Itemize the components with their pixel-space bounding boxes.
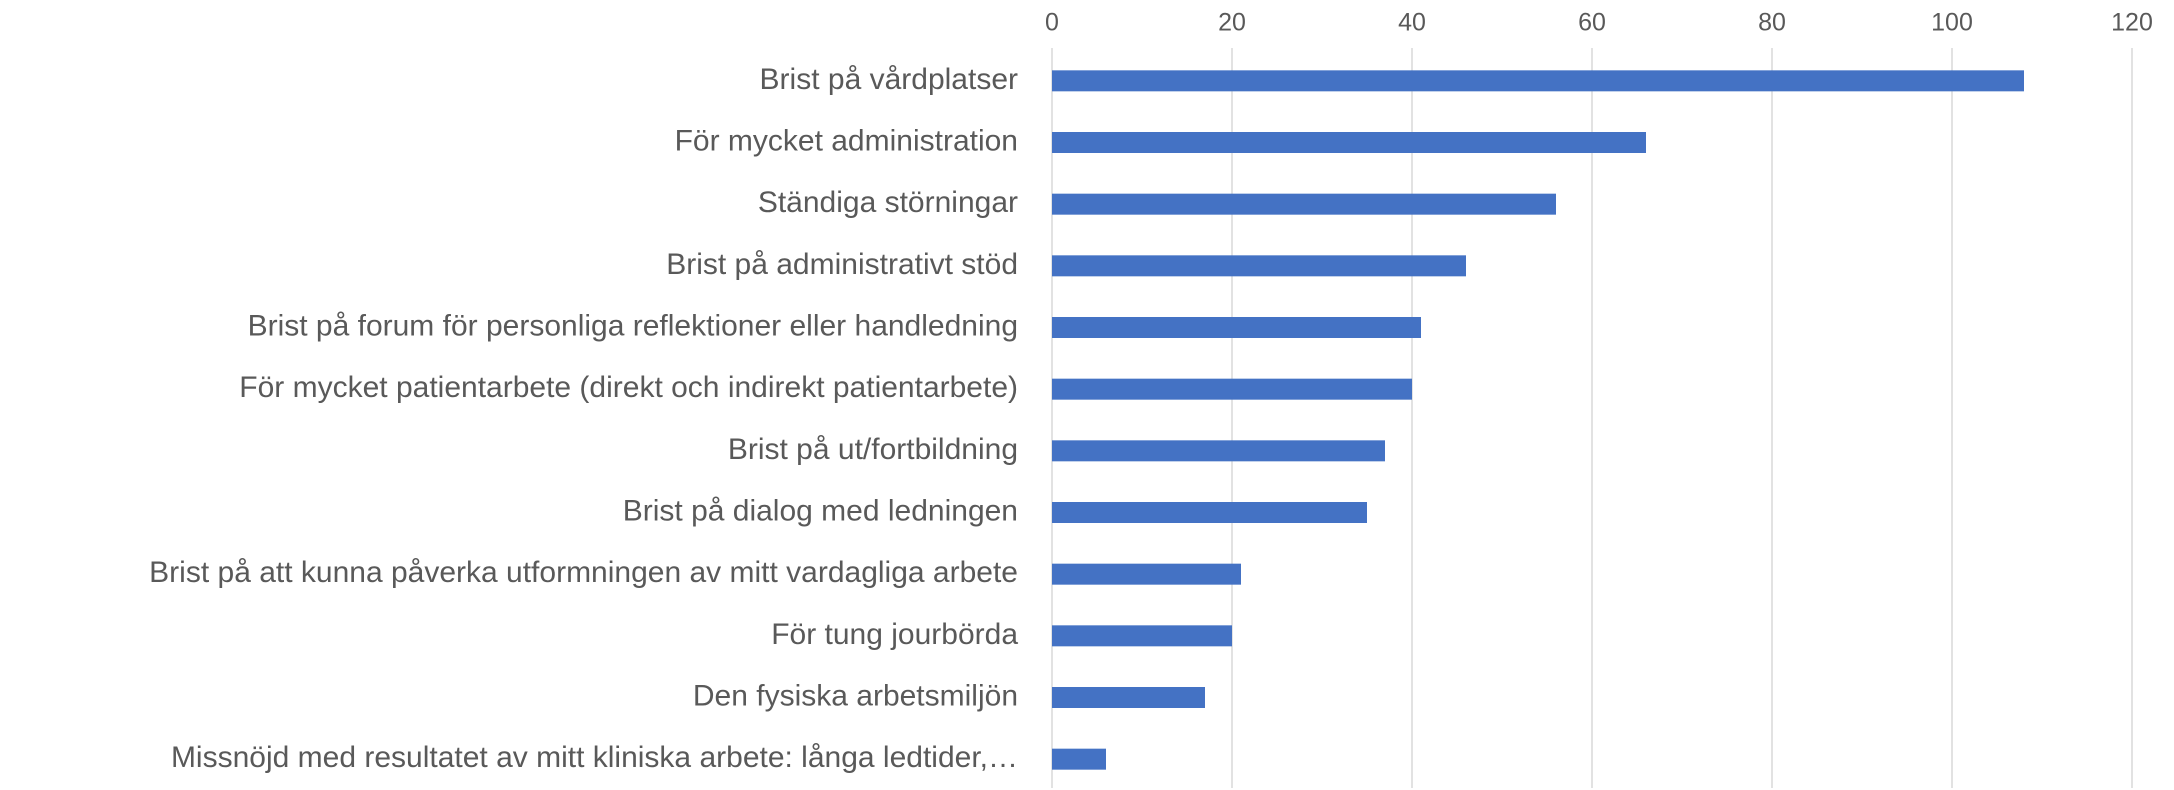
- y-tick-label: För mycket administration: [675, 124, 1018, 157]
- bar: [1052, 132, 1646, 153]
- bar: [1052, 502, 1367, 523]
- bar: [1052, 625, 1232, 647]
- y-tick-label: Brist på ut/fortbildning: [728, 433, 1018, 466]
- y-tick-label: Den fysiska arbetsmiljön: [693, 679, 1018, 712]
- bar: [1052, 440, 1385, 462]
- bar: [1052, 378, 1412, 400]
- x-tick-label: 60: [1578, 9, 1606, 37]
- y-tick-label: Brist på administrativt stöd: [666, 248, 1018, 281]
- y-tick-label: För tung jourbörda: [771, 618, 1018, 651]
- y-tick-label: Brist på att kunna påverka utformningen …: [149, 556, 1018, 589]
- y-tick-label: Missnöjd med resultatet av mitt kliniska…: [171, 741, 1018, 774]
- x-tick-label: 20: [1218, 9, 1246, 37]
- bar: [1052, 748, 1106, 770]
- bar: [1052, 563, 1241, 585]
- x-tick-label: 0: [1045, 9, 1059, 37]
- bar: [1052, 687, 1205, 708]
- y-tick-label: Brist på dialog med ledningen: [623, 494, 1018, 527]
- x-tick-label: 100: [1931, 9, 1973, 37]
- x-tick-label: 40: [1398, 9, 1426, 37]
- bar: [1052, 193, 1556, 215]
- x-tick-label: 80: [1758, 9, 1786, 37]
- bar: [1052, 255, 1466, 277]
- x-tick-label: 120: [2111, 9, 2153, 37]
- y-tick-label: Ständiga störningar: [758, 186, 1018, 219]
- bar: [1052, 317, 1421, 338]
- y-tick-label: För mycket patientarbete (direkt och ind…: [239, 371, 1018, 404]
- y-tick-label: Brist på forum för personliga reflektion…: [248, 309, 1018, 342]
- bar: [1052, 70, 2024, 92]
- y-tick-label: Brist på vårdplatser: [760, 63, 1018, 96]
